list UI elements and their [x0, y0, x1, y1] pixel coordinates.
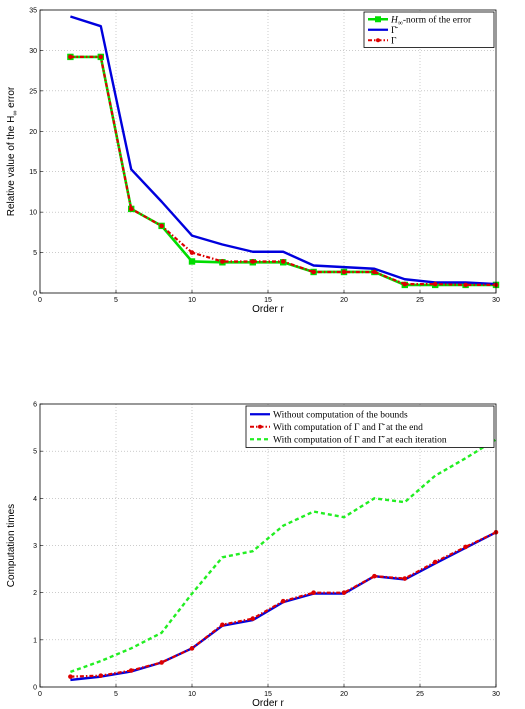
x-tick-label: 30	[492, 297, 500, 304]
data-point-dot	[98, 673, 104, 678]
y-tick-label: 25	[29, 88, 37, 95]
data-point-dot	[128, 668, 134, 673]
data-point-dot	[311, 590, 316, 595]
data-point-dot	[341, 269, 347, 275]
series-line-2	[69, 438, 497, 674]
x-tick-label: 10	[188, 297, 196, 304]
x-tick-label: 10	[188, 691, 196, 698]
data-point-dot	[189, 250, 195, 255]
y-axis-label: Relative value of the H∞ error	[6, 86, 19, 216]
x-tick-label: 20	[340, 297, 348, 304]
series-group	[68, 438, 499, 682]
x-tick-label: 15	[264, 297, 272, 304]
x-tick-label: 25	[416, 297, 424, 304]
legend-label: Γ̄	[391, 26, 398, 36]
legend-label: Without computation of the bounds	[273, 409, 408, 420]
data-point-dot	[372, 269, 377, 275]
x-tick-label: 5	[114, 691, 118, 698]
x-tick-label: 15	[264, 691, 272, 698]
data-point-dot	[311, 269, 316, 275]
grid	[40, 404, 496, 687]
legend-entry: With computation of Γ and Γ̄ at each ite…	[250, 434, 447, 445]
data-point-dot	[128, 206, 134, 212]
data-point-dot	[280, 259, 286, 264]
data-point-dot	[463, 282, 468, 288]
data-point-dot	[159, 223, 164, 229]
legend-box	[245, 405, 495, 448]
chart-relative-error: 0 5 10 15 20 25 30 0 5 10 15 20 25 30 35 Order r Rela…	[6, 8, 500, 316]
y-tick-label: 15	[29, 169, 37, 176]
x-ticks: 0 5 10 15 20 25 30	[38, 684, 500, 698]
data-point-dot	[341, 590, 347, 595]
data-point-dot	[463, 544, 468, 550]
x-ticks: 0 5 10 15 20 25 30	[38, 290, 500, 304]
y-tick-label: 0	[33, 685, 37, 692]
y-tick-label: 20	[29, 129, 37, 136]
data-point-square	[188, 258, 196, 265]
y-axis-label-main: Relative value of the H	[6, 116, 17, 217]
data-point-dot	[220, 259, 225, 264]
y-tick-label: 3	[33, 543, 37, 550]
x-tick-label: 25	[416, 691, 424, 698]
y-tick-label: 10	[29, 210, 37, 217]
legend-label: With computation of Γ and Γ̄ at each ite…	[273, 434, 447, 445]
data-point-dot	[280, 598, 286, 604]
x-axis-label: Order r	[252, 698, 284, 709]
legend: Without computation of the bounds With co…	[245, 405, 495, 448]
chart-computation-times: 0 5 10 15 20 25 30 0 1 2 3 4 5 6 Order r Computation…	[6, 402, 500, 709]
legend-marker	[375, 16, 381, 23]
legend-label: With computation of Γ and Γ̄ at the end	[273, 422, 423, 433]
legend-entry: With computation of Γ and Γ̄ at the end	[250, 422, 423, 433]
data-point-dot	[220, 622, 225, 628]
x-tick-label: 0	[38, 691, 42, 698]
legend-entry: Γ̄	[368, 26, 398, 36]
x-tick-label: 20	[340, 691, 348, 698]
y-tick-label: 5	[33, 449, 37, 456]
legend-marker	[258, 424, 262, 429]
legend-entry: Without computation of the bounds	[250, 409, 408, 420]
y-ticks: 0 1 2 3 4 5 6	[33, 402, 43, 692]
x-tick-label: 30	[492, 691, 500, 698]
data-point-dot	[432, 281, 438, 287]
legend-label: Γ	[391, 36, 397, 46]
x-tick-label: 5	[114, 297, 118, 304]
legend-entry: Γ	[368, 36, 397, 46]
y-ticks: 0 5 10 15 20 25 30 35	[29, 8, 43, 298]
y-tick-label: 1	[33, 637, 37, 644]
series-group	[67, 15, 500, 289]
y-tick-label: 4	[33, 496, 37, 503]
y-axis-label-subscript: ∞	[12, 111, 19, 116]
y-axis-label: Computation times	[6, 504, 17, 587]
data-point-dot	[159, 660, 164, 665]
data-point-dot	[98, 54, 104, 60]
data-point-dot	[68, 54, 73, 60]
data-point-dot	[372, 573, 377, 579]
x-tick-label: 0	[38, 297, 42, 304]
data-point-dot	[250, 616, 256, 621]
data-point-dot	[250, 259, 256, 264]
data-point-dot	[402, 576, 408, 581]
y-tick-label: 2	[33, 590, 37, 597]
data-point-dot	[189, 646, 195, 651]
data-point-dot	[432, 559, 438, 565]
legend-entry: H∞-norm of the error	[368, 14, 472, 27]
x-axis-label: Order r	[252, 304, 284, 315]
y-tick-label: 35	[29, 8, 37, 15]
y-tick-label: 0	[33, 291, 37, 298]
series-line-1	[70, 15, 497, 286]
legend-marker	[376, 38, 380, 43]
y-tick-label: 30	[29, 48, 37, 55]
legend-label: H∞-norm of the error	[390, 14, 472, 27]
y-tick-label: 6	[33, 402, 37, 409]
data-point-dot	[68, 674, 73, 679]
y-axis-label-tail: error	[6, 86, 17, 111]
y-tick-label: 5	[33, 250, 37, 257]
data-point-dot	[402, 281, 408, 287]
